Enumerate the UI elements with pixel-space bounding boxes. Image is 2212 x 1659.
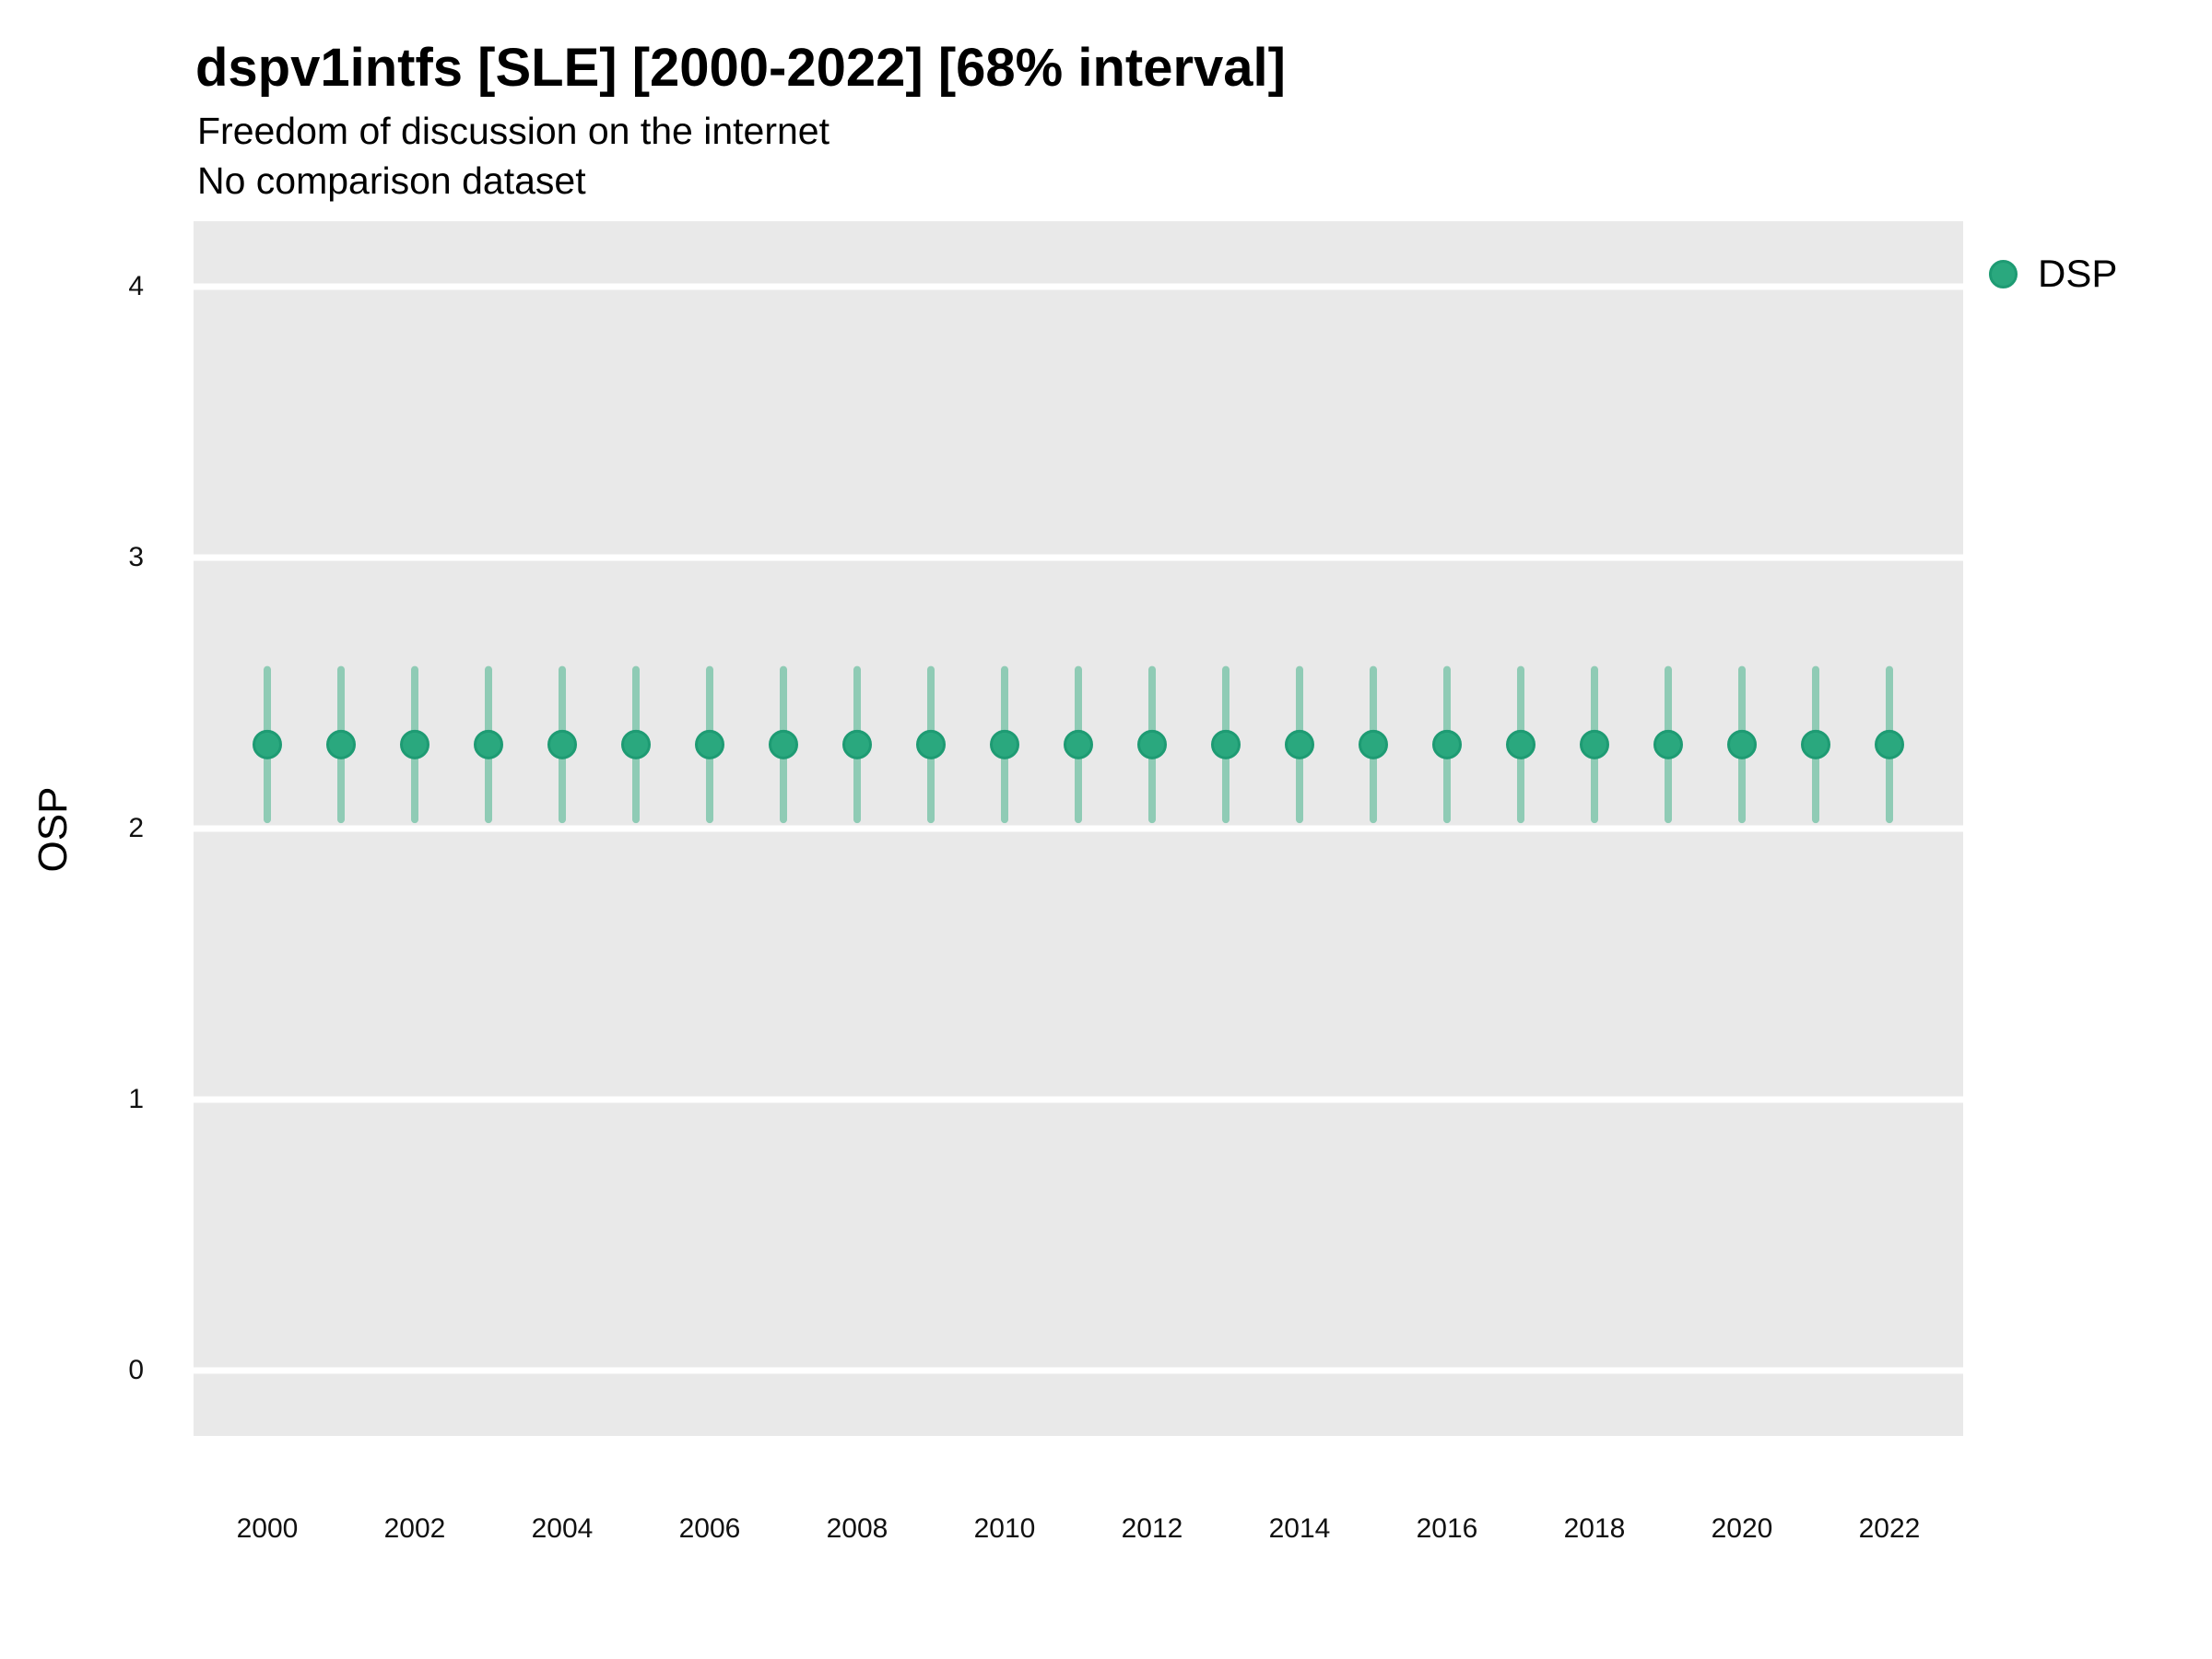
legend-point-icon — [1989, 259, 2018, 288]
estimate-point — [1727, 729, 1757, 759]
estimate-point — [990, 729, 1019, 759]
x-tick-label: 2016 — [1416, 1513, 1478, 1544]
estimate-point — [1432, 729, 1462, 759]
x-tick-label: 2012 — [1121, 1513, 1183, 1544]
x-tick-label: 2018 — [1563, 1513, 1626, 1544]
y-tick-label: 1 — [128, 1084, 144, 1114]
estimate-point — [1653, 729, 1683, 759]
x-tick-label: 2004 — [531, 1513, 594, 1544]
x-tick-label: 2010 — [973, 1513, 1036, 1544]
estimate-point — [842, 729, 872, 759]
estimate-point — [326, 729, 356, 759]
estimate-point — [1137, 729, 1167, 759]
x-tick-label: 2014 — [1268, 1513, 1331, 1544]
estimate-point — [621, 729, 651, 759]
estimate-point — [1064, 729, 1093, 759]
y-tick-label: 4 — [128, 271, 144, 301]
plot-area — [194, 283, 1963, 1374]
estimate-point — [1801, 729, 1830, 759]
x-tick-label: 2000 — [236, 1513, 299, 1544]
x-tick-label: 2008 — [826, 1513, 888, 1544]
chart-title: dspv1intfs [SLE] [2000-2022] [68% interv… — [195, 38, 1286, 98]
x-tick-label: 2020 — [1711, 1513, 1773, 1544]
x-tick-label: 2006 — [678, 1513, 741, 1544]
estimate-point — [769, 729, 798, 759]
x-tick-label: 2022 — [1858, 1513, 1921, 1544]
estimate-point — [400, 729, 429, 759]
estimate-point — [916, 729, 946, 759]
y-tick-label: 0 — [128, 1355, 144, 1385]
estimate-point — [1211, 729, 1241, 759]
chart-note: No comparison dataset — [197, 159, 586, 202]
chart-subtitle: Freedom of discussion on the internet — [197, 110, 830, 152]
estimate-point — [1506, 729, 1535, 759]
estimate-point — [474, 729, 503, 759]
estimate-point — [1359, 729, 1388, 759]
estimate-point — [547, 729, 577, 759]
estimate-point — [1285, 729, 1314, 759]
estimate-point — [695, 729, 724, 759]
y-tick-label: 3 — [128, 542, 144, 572]
estimate-point — [1580, 729, 1609, 759]
estimate-point — [253, 729, 282, 759]
legend: DSP — [1989, 254, 2117, 293]
x-tick-label: 2002 — [383, 1513, 446, 1544]
estimate-point — [1875, 729, 1904, 759]
y-tick-label: 2 — [128, 813, 144, 843]
legend-label: DSP — [2038, 252, 2118, 295]
plot-panel — [194, 221, 1963, 1436]
